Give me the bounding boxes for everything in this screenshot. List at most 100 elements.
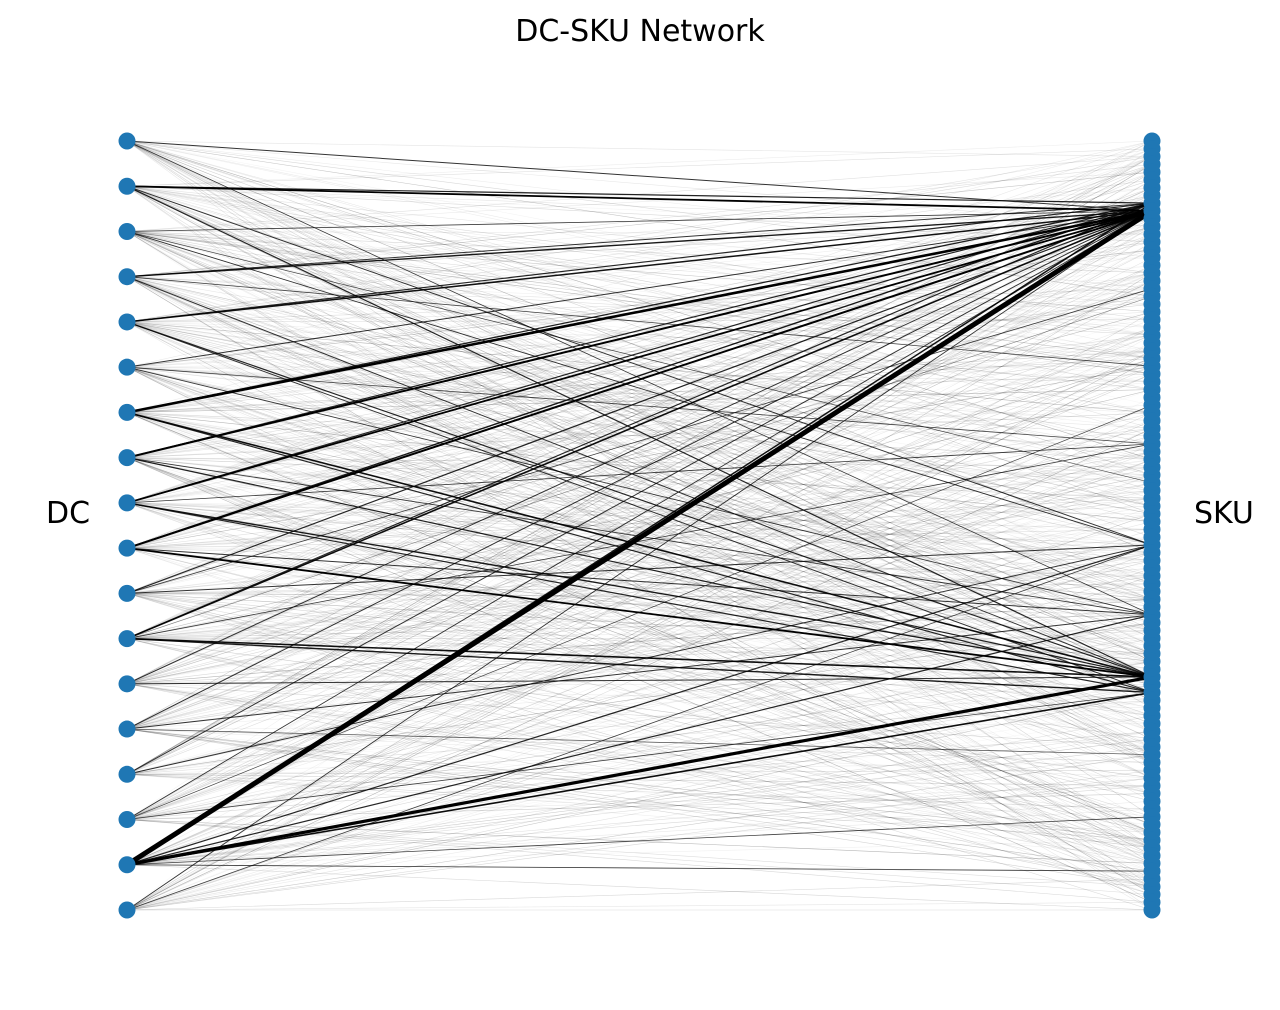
weak-edge xyxy=(126,296,1153,639)
weak-edge xyxy=(126,249,1153,413)
weak-edge xyxy=(126,358,1153,685)
weak-edge xyxy=(126,547,1153,577)
weak-edge xyxy=(126,140,1153,352)
weak-edge xyxy=(126,457,1153,880)
weak-edge xyxy=(126,785,1153,866)
weak-edge xyxy=(126,412,1153,849)
weak-edge xyxy=(126,321,1153,507)
weak-edge xyxy=(126,321,1153,911)
weak-edge xyxy=(126,185,1153,235)
weak-edge xyxy=(126,420,1153,730)
weak-edge xyxy=(126,692,1153,911)
weak-edge xyxy=(126,575,1153,594)
weak-edge xyxy=(126,276,1153,522)
weak-edge xyxy=(126,342,1153,911)
weak-edge xyxy=(126,187,1153,639)
weak-edge xyxy=(126,457,1153,748)
weak-edge xyxy=(126,179,1153,504)
weak-edge xyxy=(126,901,1153,911)
strong-edge xyxy=(126,276,1153,367)
dc-node xyxy=(118,856,136,874)
weak-edge xyxy=(126,457,1153,825)
weak-edge xyxy=(126,296,1153,458)
weak-edge xyxy=(126,715,1153,911)
weak-edge xyxy=(126,218,1153,458)
dc-node xyxy=(118,177,136,195)
weak-edge xyxy=(126,482,1153,730)
weak-edge xyxy=(126,412,1153,685)
weak-edge xyxy=(126,502,1153,825)
weak-edge xyxy=(126,231,1153,313)
weak-edge xyxy=(126,276,1153,359)
weak-edge xyxy=(126,140,1153,460)
sku-group-label: SKU xyxy=(1194,496,1254,531)
weak-edge xyxy=(126,502,1153,755)
weak-edge xyxy=(126,676,1153,820)
strong-edge xyxy=(126,202,1153,414)
weak-edge xyxy=(126,457,1153,833)
weak-edge xyxy=(126,140,1153,227)
weak-edge xyxy=(126,864,1153,911)
weak-edge xyxy=(126,358,1153,911)
weak-edge xyxy=(126,746,1153,866)
weak-edge xyxy=(126,140,1153,686)
weak-edge xyxy=(126,457,1153,476)
weak-edge xyxy=(126,140,1153,849)
strong-edge xyxy=(126,864,1153,872)
weak-edge xyxy=(126,567,1153,639)
weak-edge xyxy=(126,140,1153,413)
weak-edge xyxy=(126,498,1153,639)
weak-edge xyxy=(126,218,1153,504)
weak-edge xyxy=(126,140,1153,585)
weak-edge xyxy=(126,738,1153,775)
weak-edge xyxy=(126,502,1153,849)
strong-edge xyxy=(126,366,1153,616)
weak-edge xyxy=(126,498,1153,820)
weak-edge xyxy=(126,638,1153,701)
weak-edge xyxy=(126,366,1153,693)
weak-edge xyxy=(126,459,1153,820)
weak-edge xyxy=(126,457,1153,794)
weak-edge xyxy=(126,231,1153,600)
weak-edge xyxy=(126,502,1153,755)
weak-edge xyxy=(126,482,1153,820)
weak-edge xyxy=(126,428,1153,549)
weak-edge xyxy=(126,502,1153,872)
weak-edge xyxy=(126,808,1153,866)
strong-edge xyxy=(126,614,1153,866)
strong-edge xyxy=(126,140,1153,616)
weak-edge xyxy=(126,241,1153,368)
weak-edge xyxy=(126,231,1153,678)
weak-edge xyxy=(126,140,1153,515)
strong-edge xyxy=(126,547,1153,616)
weak-edge xyxy=(126,638,1153,779)
weak-edge xyxy=(126,773,1153,787)
weak-edge xyxy=(126,276,1153,779)
weak-edge xyxy=(126,280,1153,775)
dc-group-label: DC xyxy=(46,496,91,531)
strong-edge xyxy=(126,210,1153,775)
weak-edge xyxy=(126,490,1153,594)
strong-edge xyxy=(126,202,1153,866)
weak-edge xyxy=(126,249,1153,775)
weak-edge xyxy=(126,683,1153,833)
weak-edge xyxy=(126,575,1153,911)
strong-edge xyxy=(126,502,1153,678)
strong-edge xyxy=(126,202,1153,323)
weak-edge xyxy=(126,638,1153,654)
strong-edge xyxy=(126,231,1153,484)
weak-edge xyxy=(126,321,1153,515)
weak-edge xyxy=(126,683,1153,818)
weak-edge xyxy=(126,334,1153,458)
weak-edge xyxy=(126,412,1153,608)
strong-edge xyxy=(126,276,1153,678)
strong-edge xyxy=(126,202,1153,549)
weak-edge xyxy=(126,412,1153,866)
weak-edge xyxy=(126,185,1153,414)
strong-edge xyxy=(126,209,1153,550)
weak-edge xyxy=(126,630,1153,639)
weak-edge xyxy=(126,583,1153,594)
weak-edge xyxy=(126,272,1153,911)
weak-edge xyxy=(126,321,1153,794)
weak-edge xyxy=(126,366,1153,849)
